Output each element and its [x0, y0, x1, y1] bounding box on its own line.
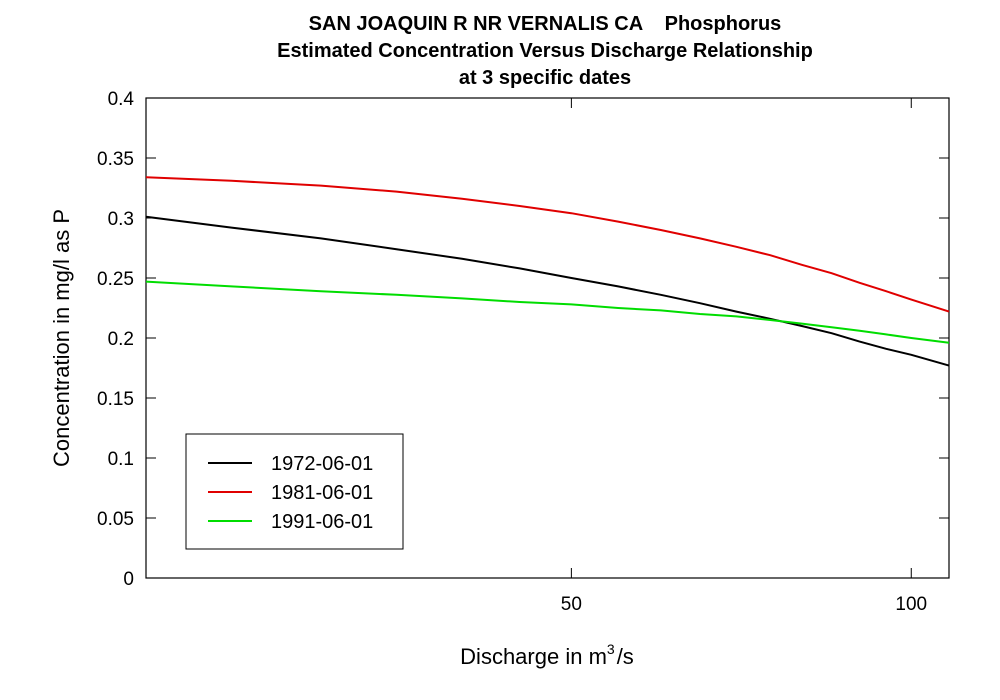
- y-tick-label-0.1: 0.1: [108, 449, 134, 470]
- y-tick-label-0.3: 0.3: [108, 209, 134, 230]
- x-tick-label-100: 100: [895, 594, 927, 615]
- y-tick-label-0.2: 0.2: [108, 329, 134, 350]
- y-tick-label-0.25: 0.25: [97, 269, 134, 290]
- series-line-1972-06-01: [145, 215, 950, 367]
- x-axis-label: Discharge in m3/s: [460, 641, 634, 669]
- y-tick-label-0.35: 0.35: [97, 149, 134, 170]
- x-axis-ticks: 50 100: [561, 98, 927, 615]
- x-axis-label-suffix: /s: [617, 644, 634, 669]
- y-tick-label-0.05: 0.05: [97, 509, 134, 530]
- series-line-1981-06-01: [145, 176, 950, 313]
- y-axis-ticks: 0 0.05 0.1 0.15 0.2 0.25 0.3 0.35 0.4: [97, 89, 949, 590]
- y-tick-label-0: 0: [123, 569, 134, 590]
- x-axis-label-superscript: 3: [607, 641, 615, 657]
- y-tick-label-0.15: 0.15: [97, 389, 134, 410]
- chart-title-line-3: at 3 specific dates: [459, 67, 631, 89]
- y-tick-label-0.4: 0.4: [108, 89, 135, 110]
- series-line-1991-06-01: [145, 280, 950, 344]
- series-lines: [145, 176, 950, 367]
- chart-title-line-2: Estimated Concentration Versus Discharge…: [277, 40, 813, 62]
- y-axis-label: Concentration in mg/l as P: [49, 209, 74, 467]
- x-axis-label-main: Discharge in m: [460, 644, 607, 669]
- legend-label-1981: 1981-06-01: [271, 482, 373, 504]
- x-tick-label-50: 50: [561, 594, 582, 615]
- legend-label-1991: 1991-06-01: [271, 511, 373, 533]
- chart-title-line-1: SAN JOAQUIN R NR VERNALIS CA Phosphorus: [309, 13, 782, 35]
- legend: 1972-06-01 1981-06-01 1991-06-01: [185, 433, 404, 550]
- chart-title: SAN JOAQUIN R NR VERNALIS CA Phosphorus …: [277, 13, 813, 89]
- legend-label-1972: 1972-06-01: [271, 453, 373, 475]
